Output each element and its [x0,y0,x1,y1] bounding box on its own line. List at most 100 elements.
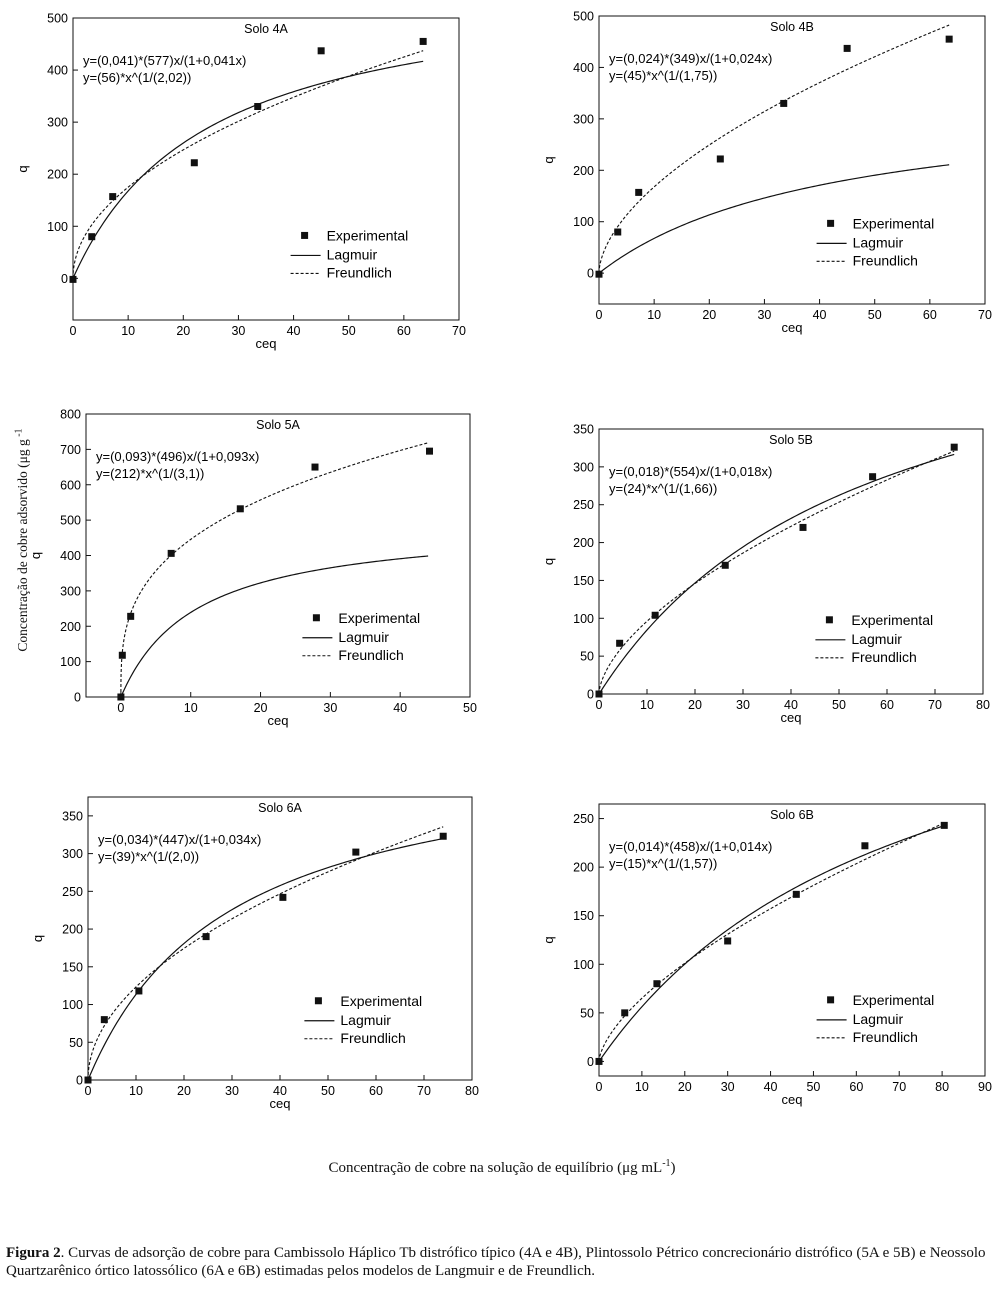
x-tick-label: 20 [678,1080,692,1094]
data-point [950,443,958,451]
y-tick-label: 200 [60,620,81,634]
data-point [621,1009,629,1017]
data-point [127,612,135,620]
y-tick-label: 350 [573,423,594,437]
data-point [843,44,851,52]
y-tick-label: 150 [573,574,594,588]
figure-caption: Figura 2. Curvas de adsorção de cobre pa… [6,1244,996,1280]
x-tick-label: 0 [596,1080,603,1094]
y-tick-label: 100 [573,215,594,229]
y-tick-label: 200 [47,168,68,182]
x-tick-label: 0 [596,698,603,712]
langmuir-curve [87,838,444,1081]
x-tick-label: 40 [273,1084,287,1098]
equation-label: y=(39)*x^(1/(2,0)) [98,849,199,864]
y-tick-label: 200 [573,164,594,178]
x-tick-label: 90 [978,1080,992,1094]
legend-label-experimental: Experimental [340,993,422,1009]
y-tick-label: 500 [47,12,68,26]
y-axis-label: q [30,935,45,942]
y-tick-label: 350 [62,809,83,823]
y-tick-label: 250 [573,498,594,512]
data-point [311,463,319,471]
y-axis-label: q [541,936,556,943]
freundlich-curve [72,50,424,279]
x-tick-label: 60 [397,324,411,338]
y-tick-label: 50 [69,1036,83,1050]
y-tick-label: 400 [60,549,81,563]
equation-label: y=(0,024)*(349)x/(1+0,024x) [609,51,772,66]
x-axis-label: ceq [782,1092,803,1107]
y-tick-label: 100 [60,655,81,669]
data-point [135,987,143,995]
y-tick-label: 150 [573,909,594,923]
x-tick-label: 30 [736,698,750,712]
y-tick-label: 200 [62,923,83,937]
x-tick-label: 20 [254,701,268,715]
data-point [352,848,360,856]
chart-title: Solo 4B [770,20,814,34]
legend-label-freundlich: Freundlich [338,647,403,663]
freundlich-curve [87,826,444,1081]
x-tick-label: 50 [321,1084,335,1098]
data-point [653,980,661,988]
y-tick-label: 400 [573,61,594,75]
chart-title: Solo 5A [256,418,300,432]
x-tick-label: 10 [635,1080,649,1094]
legend-label-langmuir: Lagmuir [853,1011,904,1027]
legend-label-experimental: Experimental [853,992,935,1008]
data-point [716,155,724,163]
y-tick-label: 300 [62,847,83,861]
langmuir-curve [598,825,945,1062]
y-tick-label: 600 [60,478,81,492]
x-tick-label: 70 [928,698,942,712]
legend-marker-experimental [827,219,835,227]
data-point [118,651,126,659]
y-tick-label: 800 [60,408,81,422]
x-tick-label: 80 [465,1084,479,1098]
data-point [724,937,732,945]
x-tick-label: 40 [784,698,798,712]
data-point [861,842,869,850]
y-tick-label: 300 [60,584,81,598]
data-point [88,233,96,241]
legend-label-langmuir: Lagmuir [340,1012,391,1028]
x-tick-label: 0 [596,308,603,322]
y-tick-label: 100 [573,612,594,626]
y-tick-label: 500 [60,514,81,528]
y-axis-label: q [541,558,556,565]
y-tick-label: 100 [573,958,594,972]
x-axis-label: ceq [781,710,802,725]
y-tick-label: 0 [587,1055,594,1069]
x-tick-label: 30 [757,308,771,322]
x-tick-label: 10 [647,308,661,322]
x-tick-label: 30 [323,701,337,715]
data-point [317,47,325,55]
data-point [426,447,434,455]
y-tick-label: 0 [61,272,68,286]
y-tick-label: 0 [76,1074,83,1088]
y-tick-label: 100 [47,220,68,234]
y-tick-label: 50 [580,1006,594,1020]
x-tick-label: 10 [640,698,654,712]
x-tick-label: 40 [813,308,827,322]
data-point [69,275,77,283]
x-axis-label: ceq [268,713,289,728]
legend-label-experimental: Experimental [338,610,420,626]
chart-title: Solo 6B [770,808,814,822]
x-tick-label: 50 [463,701,477,715]
legend-marker-experimental [827,996,835,1004]
equation-label: y=(45)*x^(1/(1,75)) [609,68,717,83]
equation-label: y=(56)*x^(1/(2,02)) [83,70,191,85]
data-point [595,270,603,278]
x-axis-label: ceq [256,336,277,351]
y-tick-label: 0 [587,267,594,281]
data-point [236,505,244,513]
legend-label-langmuir: Lagmuir [338,629,389,645]
chart-panel-3: 0 10 20 30 40 500100200300400500600700800ceqq… [28,408,477,729]
chart-panel-6: 0 10 20 30 40 50 60 70 80 90 0 50 100 150 200 250 ceq q So… [541,803,992,1107]
shared-y-axis-label: Concentração de cobre adsorvido (μg g -1 [13,428,30,652]
y-axis-label: q [15,165,30,172]
data-point [84,1076,92,1084]
